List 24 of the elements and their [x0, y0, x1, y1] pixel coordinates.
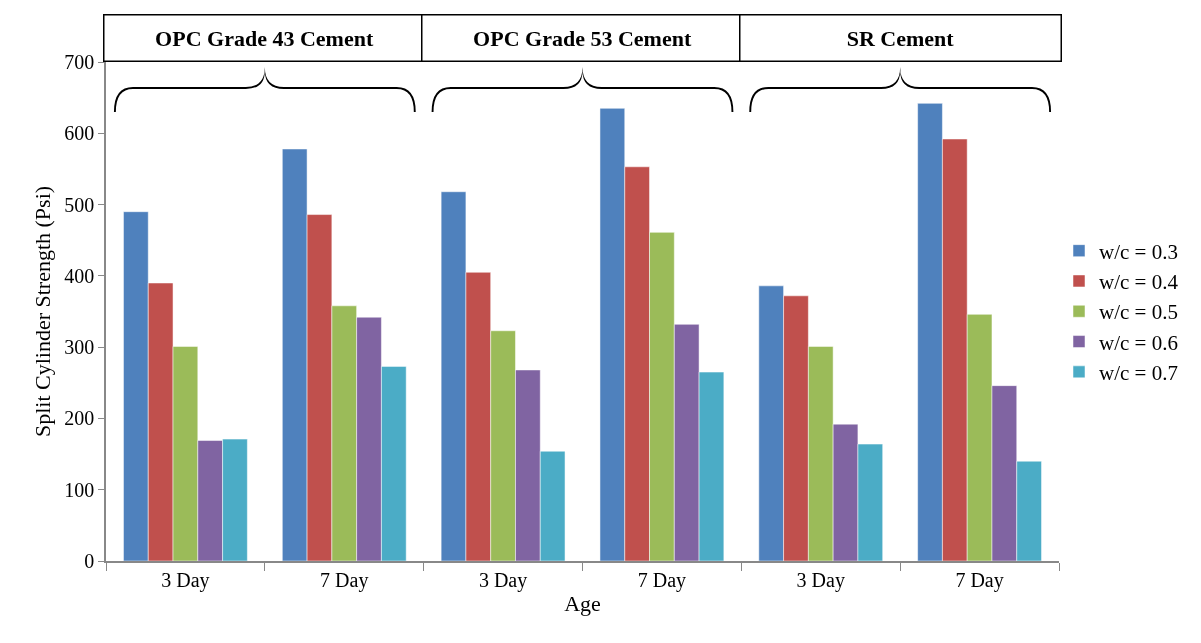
legend-label: w/c = 0.5 [1099, 300, 1178, 325]
y-tick-label: 400 [64, 264, 95, 287]
x-tick-label: 3 Day [478, 568, 528, 592]
y-tick-label: 200 [64, 407, 95, 430]
legend-label: w/c = 0.4 [1099, 270, 1179, 295]
legend-label: w/c = 0.7 [1099, 361, 1178, 386]
y-tick-label: 500 [64, 193, 95, 216]
y-tick-label: 700 [64, 51, 95, 73]
y-tick-label: 100 [64, 478, 95, 501]
text: SR Cement [846, 25, 955, 51]
y-tick-label: 300 [64, 336, 95, 359]
y-tick-label: 0 [84, 550, 95, 572]
x-tick-label: 3 Day [796, 568, 845, 592]
x-axis-title: Age [564, 591, 601, 617]
y-axis-title: Split Cylinder Strength (Psi) [29, 185, 55, 438]
legend-label: w/c = 0.3 [1099, 239, 1178, 264]
y-tick-label: 600 [64, 122, 95, 145]
x-tick-label: 7 Day [637, 568, 687, 592]
x-tick-label: 7 Day [955, 568, 1004, 592]
text: OPC Grade 43 Cement [155, 25, 374, 51]
text: OPC Grade 53 Cement [473, 25, 692, 51]
x-tick-label: 3 Day [161, 568, 210, 592]
legend-label: w/c = 0.6 [1099, 330, 1178, 355]
x-tick-label: 7 Day [320, 568, 369, 592]
